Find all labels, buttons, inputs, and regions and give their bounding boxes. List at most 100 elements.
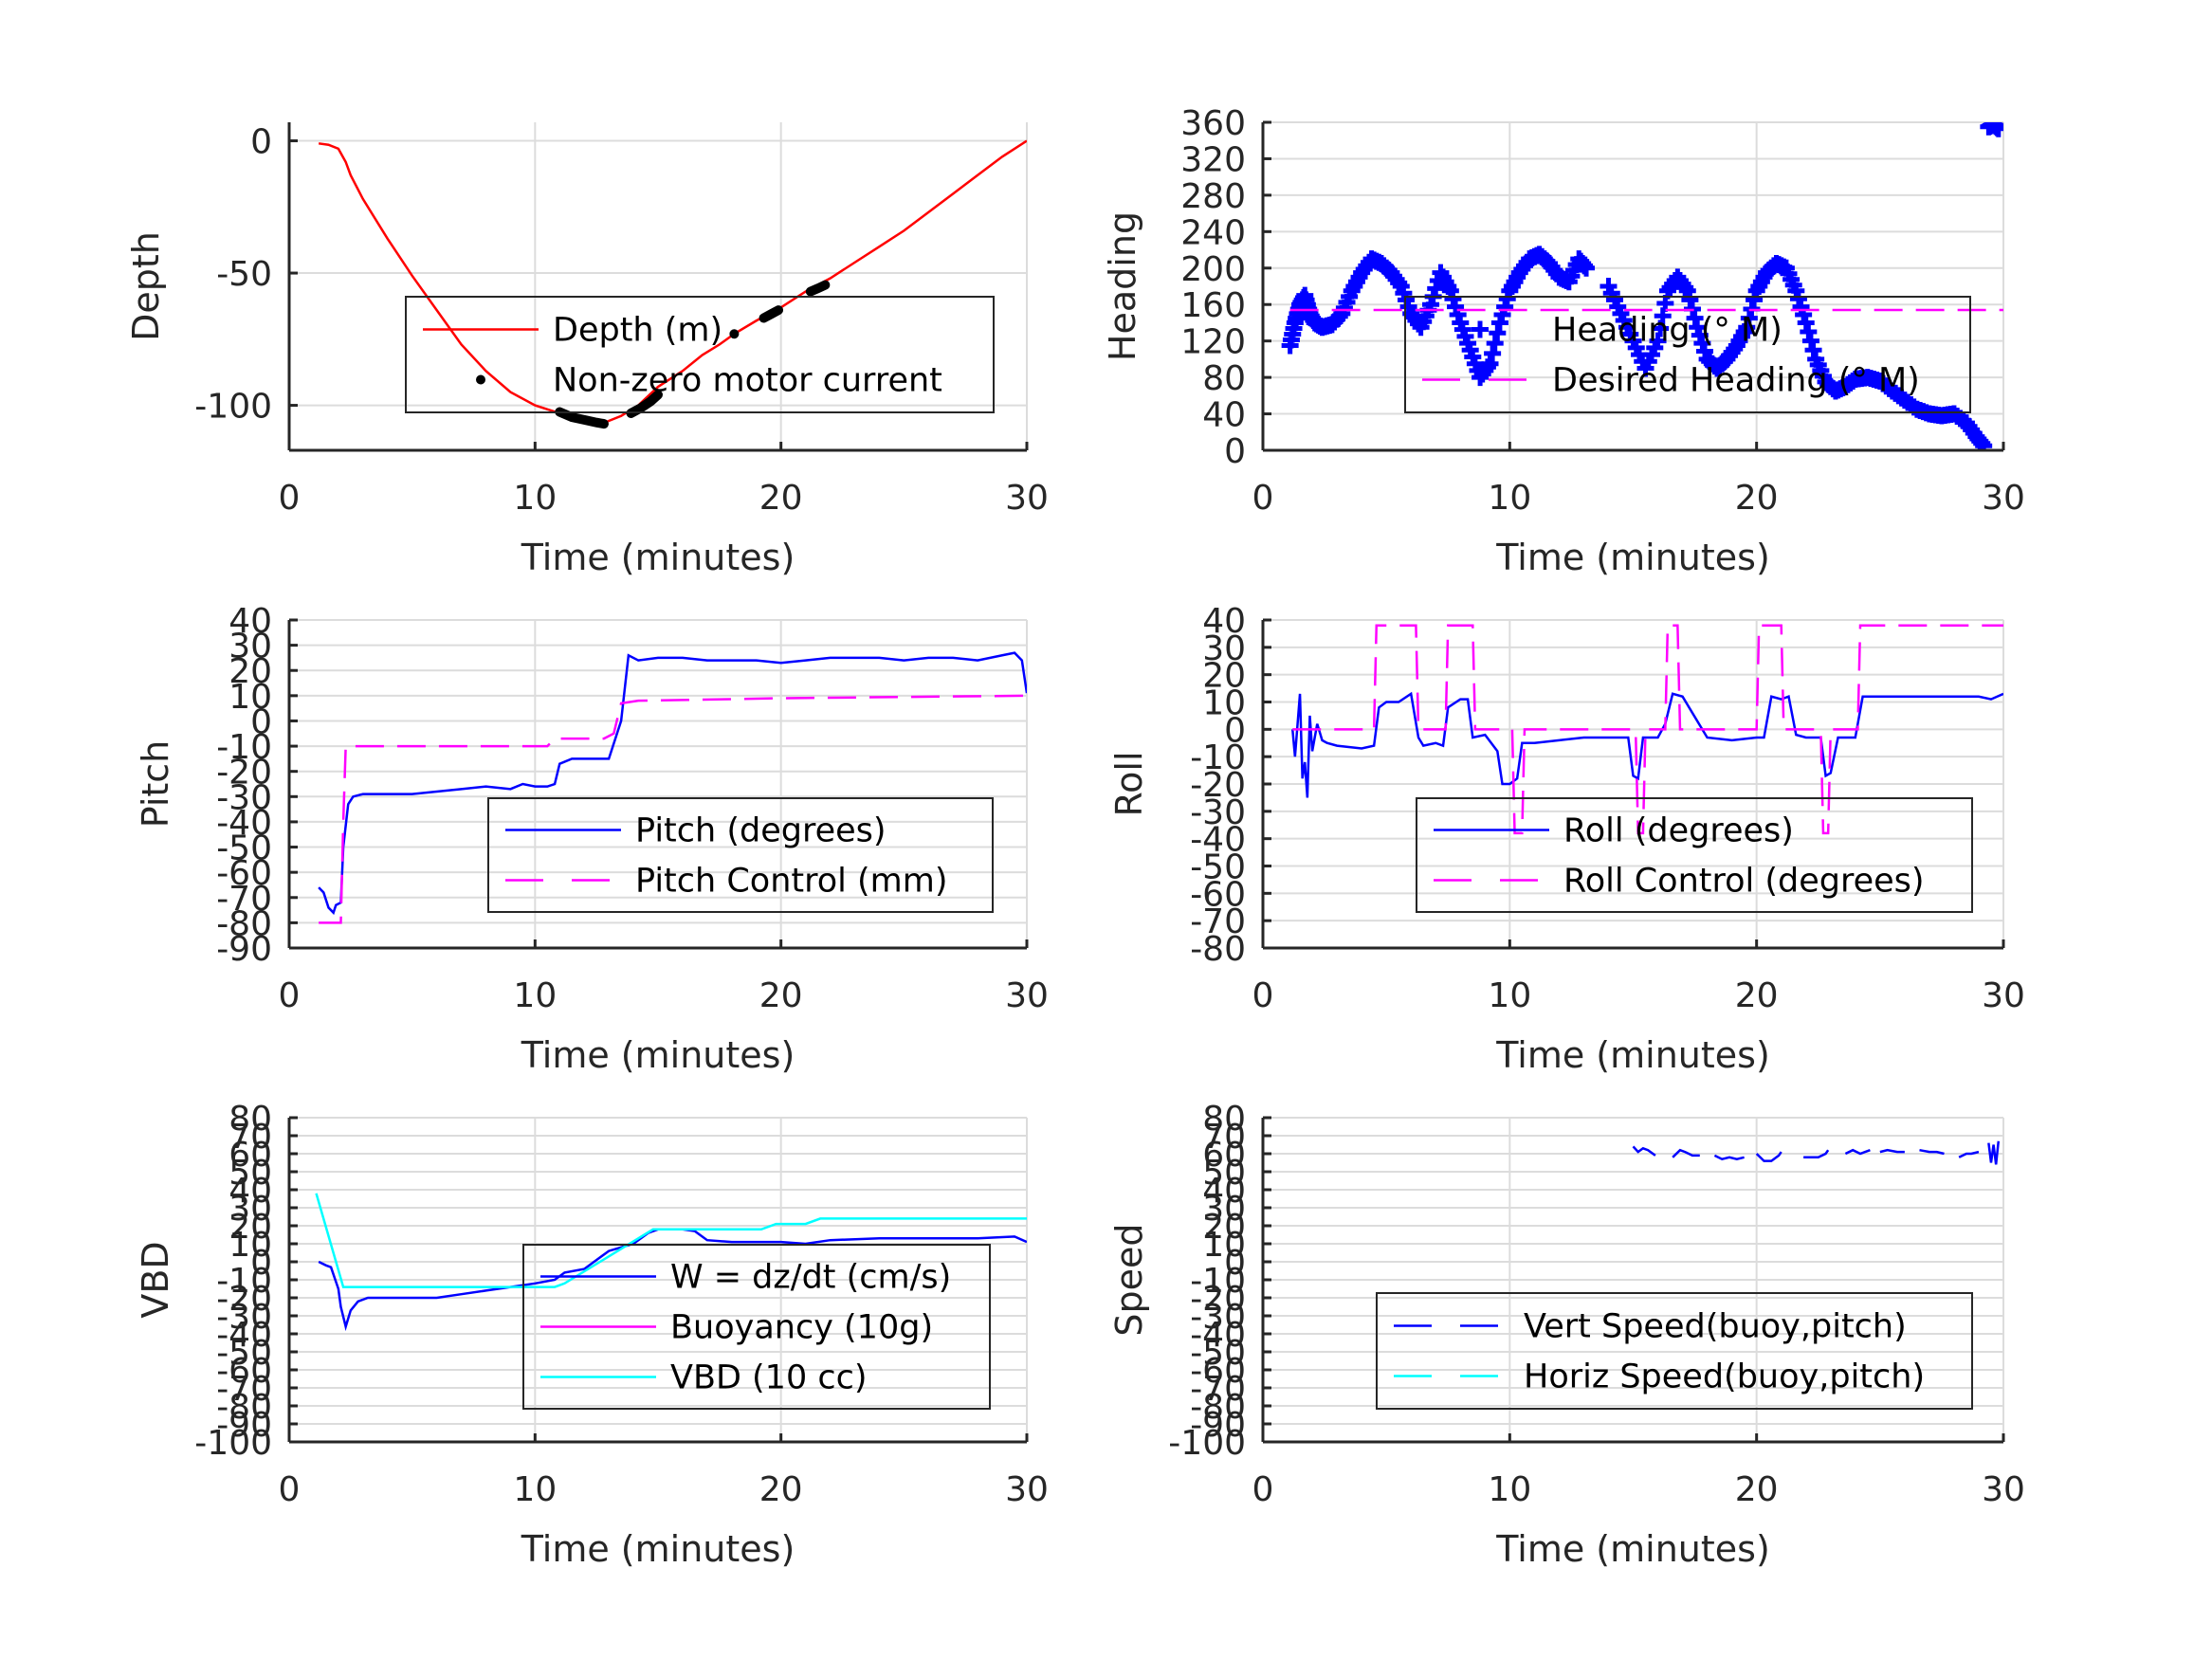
y-tick-label: 40 xyxy=(229,602,272,641)
y-tick-label: 80 xyxy=(229,1100,272,1139)
legend-box xyxy=(1404,296,1971,413)
y-tick-label: -50 xyxy=(216,1334,272,1373)
plot-series xyxy=(1290,624,2003,835)
y-tick-label: 20 xyxy=(229,652,272,691)
y-tick-label: -60 xyxy=(1190,1352,1246,1391)
chart-depth: 0 10 20 30 -100 -50 0 Time (minutes) Depth Depth … xyxy=(125,122,1049,578)
heading-point xyxy=(1459,335,1477,353)
x-axis-label: Time (minutes) xyxy=(521,1528,795,1570)
x-tick-label: 20 xyxy=(759,479,803,518)
heading-point xyxy=(1484,344,1502,362)
y-tick-label: -90 xyxy=(1190,1406,1246,1445)
y-axis-label: Depth xyxy=(125,231,167,341)
series-line xyxy=(1292,624,2003,835)
y-tick-label: 30 xyxy=(1202,1190,1246,1229)
legend-entry-label: Roll (degrees) xyxy=(1563,812,1794,850)
y-axis-label: Heading xyxy=(1102,211,1143,361)
plot-series xyxy=(1281,122,2003,450)
series-line xyxy=(318,1228,1027,1332)
y-tick-label: -80 xyxy=(216,904,272,943)
x-tick-label: 10 xyxy=(513,1470,557,1509)
y-axis-label: VBD xyxy=(135,1241,176,1318)
x-axis-label: Time (minutes) xyxy=(521,537,795,578)
y-tick-label: -10 xyxy=(1190,1262,1246,1301)
y-tick-label: 360 xyxy=(1180,104,1246,143)
heading-point xyxy=(1478,358,1496,376)
plot-series xyxy=(318,139,1027,429)
series-line-segment xyxy=(1987,1140,2001,1165)
heading-point xyxy=(1576,257,1594,275)
legend-entry-label: Pitch (degrees) xyxy=(635,812,887,850)
series-line xyxy=(318,651,1027,916)
heading-point xyxy=(1800,323,1818,341)
heading-point xyxy=(1652,319,1670,337)
x-tick-label: 30 xyxy=(1005,976,1049,1015)
y-axis-label: Roll xyxy=(1108,751,1150,816)
heading-point xyxy=(1285,319,1303,337)
heading-point xyxy=(1988,122,2003,137)
series-line-segment xyxy=(1803,1149,1830,1159)
x-tick-label: 30 xyxy=(1982,1470,2025,1509)
y-tick-label: -80 xyxy=(1190,930,1246,969)
y-tick-label: 280 xyxy=(1180,177,1246,216)
x-tick-label: 0 xyxy=(1252,976,1274,1015)
heading-point xyxy=(1735,323,1753,341)
y-tick-label: -70 xyxy=(216,1370,272,1409)
y-tick-label: 70 xyxy=(1202,1118,1246,1157)
y-tick-label: 10 xyxy=(1202,684,1246,723)
legend-box xyxy=(1416,797,1973,913)
y-tick-label: 0 xyxy=(250,123,272,162)
y-tick-label: 30 xyxy=(229,628,272,666)
legend-entry-label: Pitch Control (mm) xyxy=(635,863,947,901)
motor-current-segment xyxy=(759,305,784,323)
x-tick-label: 20 xyxy=(1735,976,1779,1015)
x-tick-label: 0 xyxy=(279,1470,301,1509)
y-tick-label: -30 xyxy=(1190,793,1246,832)
y-tick-label: 10 xyxy=(229,678,272,717)
y-tick-label: 10 xyxy=(1202,1226,1246,1265)
series-line-segment xyxy=(1672,1148,1700,1158)
plot-series xyxy=(1632,1140,2001,1165)
heading-point xyxy=(1784,276,1802,294)
series-roll-control-degrees xyxy=(1292,624,2003,835)
y-tick-label: 0 xyxy=(1224,432,1246,471)
heading-point xyxy=(1646,338,1664,356)
x-axis-label: Time (minutes) xyxy=(1495,1528,1770,1570)
series-w-dz-dt-cm-s xyxy=(318,1228,1027,1332)
x-tick-label: 0 xyxy=(279,479,301,518)
heading-point xyxy=(1498,290,1516,308)
y-tick-label: 320 xyxy=(1180,140,1246,179)
heading-point xyxy=(1676,279,1694,297)
motor-current-segment xyxy=(805,280,831,297)
y-tick-label: -10 xyxy=(216,728,272,767)
plot-series xyxy=(315,1193,1027,1332)
y-tick-label: 50 xyxy=(1202,1154,1246,1193)
series-line-segment xyxy=(1879,1148,1905,1154)
y-tick-label: 80 xyxy=(1202,359,1246,398)
legend-entry-label: W = dz/dt (cm/s) xyxy=(670,1259,951,1297)
chart-roll: 0 10 20 30-80-70-60-50-40-30-20-10010203040… xyxy=(1108,602,2025,1076)
heading-point xyxy=(1696,342,1713,360)
heading-point xyxy=(1621,325,1639,343)
legend-box xyxy=(405,296,995,413)
legend: Pitch (degrees) Pitch Control (mm) xyxy=(487,797,994,913)
motor-current-segment xyxy=(626,390,663,418)
heading-point xyxy=(1656,295,1674,313)
y-tick-label: 70 xyxy=(229,1118,272,1157)
legend-entry-label: Vert Speed(buoy,pitch) xyxy=(1524,1308,1907,1346)
legend-entry-label: Non-zero motor current xyxy=(553,362,942,400)
y-tick-label: -50 xyxy=(216,830,272,868)
legend: Depth (m) Non-zero motor current xyxy=(405,296,995,413)
y-tick-label: 20 xyxy=(1202,657,1246,696)
legend-entry-label: Desired Heading (° M) xyxy=(1552,362,1920,400)
y-tick-label: -50 xyxy=(216,255,272,294)
y-tick-label: -100 xyxy=(194,1424,272,1463)
y-tick-label: 20 xyxy=(229,1208,272,1247)
y-tick-label: -30 xyxy=(216,1298,272,1337)
y-tick-label: -20 xyxy=(1190,766,1246,805)
y-tick-label: -10 xyxy=(216,1262,272,1301)
heading-point xyxy=(1801,332,1819,350)
y-axis-label: Pitch xyxy=(135,740,176,829)
y-tick-label: 240 xyxy=(1180,213,1246,252)
